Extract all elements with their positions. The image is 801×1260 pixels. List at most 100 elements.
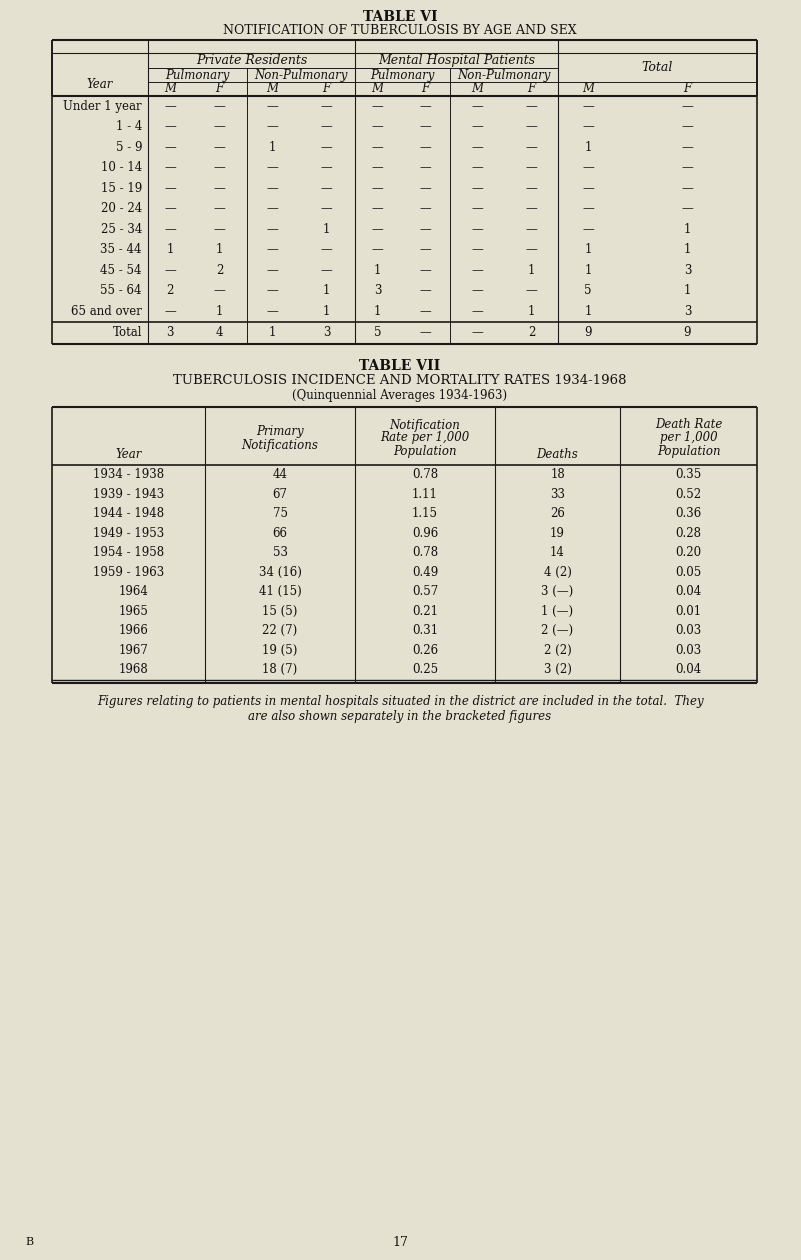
Text: —: — [525,203,537,215]
Text: —: — [419,161,431,174]
Text: —: — [419,263,431,277]
Text: —: — [164,203,176,215]
Text: 0.26: 0.26 [412,644,438,656]
Text: Deaths: Deaths [537,449,578,461]
Text: Population: Population [393,445,457,457]
Text: —: — [164,223,176,236]
Text: 45 - 54: 45 - 54 [100,263,142,277]
Text: —: — [682,161,694,174]
Text: —: — [320,243,332,256]
Text: 14: 14 [550,547,565,559]
Text: —: — [320,161,332,174]
Text: —: — [214,100,225,112]
Text: —: — [164,305,176,318]
Text: 44: 44 [272,469,288,481]
Text: —: — [372,141,384,154]
Text: 1934 - 1938: 1934 - 1938 [93,469,164,481]
Text: —: — [267,243,279,256]
Text: TABLE VII: TABLE VII [360,359,441,373]
Text: 19 (5): 19 (5) [262,644,298,656]
Text: —: — [472,100,483,112]
Text: 1: 1 [215,243,223,256]
Text: 10 - 14: 10 - 14 [101,161,142,174]
Text: 0.04: 0.04 [675,663,702,677]
Text: 1966: 1966 [119,624,149,638]
Text: —: — [267,100,279,112]
Text: 3 (2): 3 (2) [544,663,571,677]
Text: 3: 3 [374,285,381,297]
Text: 0.57: 0.57 [412,585,438,598]
Text: —: — [214,120,225,134]
Text: Pulmonary: Pulmonary [370,68,435,82]
Text: 1: 1 [584,263,592,277]
Text: 0.25: 0.25 [412,663,438,677]
Text: F: F [421,82,429,96]
Text: —: — [419,100,431,112]
Text: —: — [682,100,694,112]
Text: F: F [527,82,536,96]
Text: —: — [320,203,332,215]
Text: NOTIFICATION OF TUBERCULOSIS BY AGE AND SEX: NOTIFICATION OF TUBERCULOSIS BY AGE AND … [223,24,577,37]
Text: —: — [472,120,483,134]
Text: 15 (5): 15 (5) [262,605,298,617]
Text: —: — [419,120,431,134]
Text: 1.15: 1.15 [412,508,438,520]
Text: —: — [372,120,384,134]
Text: 1: 1 [323,223,330,236]
Text: 66: 66 [272,527,288,539]
Text: —: — [682,203,694,215]
Text: —: — [214,223,225,236]
Text: —: — [320,120,332,134]
Text: 0.03: 0.03 [675,624,702,638]
Text: —: — [267,285,279,297]
Text: 19: 19 [550,527,565,539]
Text: —: — [267,223,279,236]
Text: 5: 5 [584,285,592,297]
Text: 1: 1 [584,141,592,154]
Text: 0.05: 0.05 [675,566,702,578]
Text: —: — [419,285,431,297]
Text: —: — [267,120,279,134]
Text: 4 (2): 4 (2) [544,566,571,578]
Text: 3: 3 [684,263,691,277]
Text: 33: 33 [550,488,565,500]
Text: 1: 1 [528,305,535,318]
Text: —: — [320,141,332,154]
Text: 1: 1 [323,285,330,297]
Text: —: — [164,141,176,154]
Text: 1944 - 1948: 1944 - 1948 [93,508,164,520]
Text: 67: 67 [272,488,288,500]
Text: 1965: 1965 [119,605,149,617]
Text: M: M [164,82,176,96]
Text: 0.28: 0.28 [675,527,702,539]
Text: —: — [320,263,332,277]
Text: 1.11: 1.11 [412,488,438,500]
Text: 25 - 34: 25 - 34 [101,223,142,236]
Text: 2 (2): 2 (2) [544,644,571,656]
Text: 1: 1 [684,285,691,297]
Text: 2: 2 [528,326,535,339]
Text: Year: Year [87,78,113,91]
Text: —: — [525,285,537,297]
Text: 0.04: 0.04 [675,585,702,598]
Text: 35 - 44: 35 - 44 [100,243,142,256]
Text: TABLE VI: TABLE VI [363,10,437,24]
Text: TUBERCULOSIS INCIDENCE AND MORTALITY RATES 1934-1968: TUBERCULOSIS INCIDENCE AND MORTALITY RAT… [173,374,626,388]
Text: 3: 3 [167,326,174,339]
Text: 34 (16): 34 (16) [259,566,301,578]
Text: Non-Pulmonary: Non-Pulmonary [457,68,551,82]
Text: 0.49: 0.49 [412,566,438,578]
Text: —: — [472,305,483,318]
Text: 1967: 1967 [119,644,149,656]
Text: —: — [582,161,594,174]
Text: 0.78: 0.78 [412,547,438,559]
Text: Pulmonary: Pulmonary [165,68,230,82]
Text: Rate per 1,000: Rate per 1,000 [380,431,469,445]
Text: —: — [214,203,225,215]
Text: 1: 1 [374,263,381,277]
Text: 1: 1 [528,263,535,277]
Text: —: — [582,181,594,195]
Text: —: — [214,141,225,154]
Text: —: — [582,203,594,215]
Text: 1: 1 [584,243,592,256]
